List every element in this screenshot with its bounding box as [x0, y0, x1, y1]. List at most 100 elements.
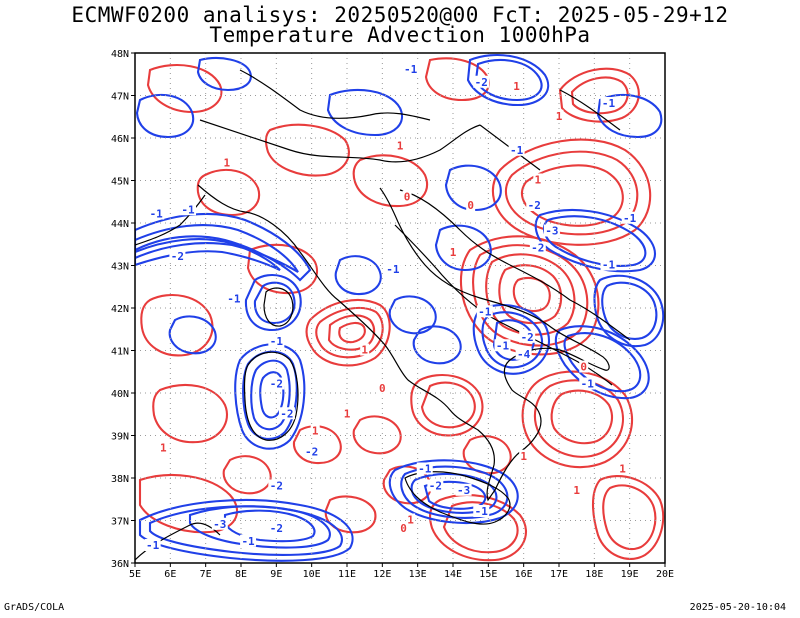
- contour-label: 1: [573, 484, 580, 497]
- contour-label: 1: [361, 344, 368, 357]
- contour-label-bg: [225, 292, 242, 305]
- contour-label: -2: [270, 378, 283, 391]
- contour-label-bg: [399, 522, 409, 534]
- y-tick-label: 39N: [111, 432, 129, 443]
- contour-label: 1: [312, 424, 319, 437]
- contour-label: 0: [467, 199, 474, 212]
- contour-label-bg: [169, 250, 186, 262]
- contour-label-bg: [572, 483, 582, 496]
- contour-label-bg: [519, 330, 536, 343]
- contour-label-bg: [529, 241, 546, 254]
- contour-label: 0: [580, 361, 587, 374]
- contour-label-bg: [512, 80, 522, 92]
- contour-label-bg: [377, 381, 387, 394]
- footer-software-label: GrADS/COLA: [4, 602, 65, 613]
- y-tick-label: 36N: [111, 559, 129, 570]
- x-tick-label: 9E: [270, 569, 282, 580]
- contour-label-bg: [519, 449, 529, 462]
- contour-label-bg: [384, 262, 401, 275]
- contour-label: 0: [379, 382, 386, 395]
- contour-label-bg: [476, 305, 493, 318]
- contour-label: -1: [475, 505, 489, 518]
- y-tick-label: 48N: [111, 49, 129, 60]
- contour-label-bg: [268, 335, 285, 347]
- y-tick-label: 42N: [111, 304, 129, 315]
- x-tick-label: 13E: [409, 569, 427, 580]
- contour-label: -3: [545, 225, 558, 238]
- contour-label-bg: [579, 360, 589, 373]
- x-tick-label: 20E: [656, 569, 674, 580]
- contour-label-bg: [303, 445, 320, 458]
- x-tick-label: 14E: [444, 569, 462, 580]
- contour-label: -1: [181, 203, 195, 216]
- contour-label-bg: [618, 462, 628, 475]
- contour-label-bg: [240, 534, 257, 547]
- x-tick-label: 8E: [235, 569, 247, 580]
- contour-label: -2: [171, 250, 184, 263]
- chart-subtitle: Temperature Advection 1000hPa: [209, 23, 591, 47]
- contour-label: -2: [280, 407, 293, 420]
- contour-label-bg: [466, 199, 476, 211]
- x-tick-label: 10E: [303, 569, 321, 580]
- contour-label-bg: [395, 139, 405, 152]
- contour-label-bg: [148, 207, 165, 220]
- corsica-coastline: [263, 287, 294, 327]
- contour-label-bg: [310, 424, 320, 437]
- x-tick-label: 17E: [550, 569, 568, 580]
- contour-label: -1: [386, 263, 400, 276]
- contour-label: -2: [429, 480, 442, 493]
- contour-label: -1: [418, 463, 432, 476]
- contour-label: -2: [305, 446, 318, 459]
- contour-label: -1: [581, 378, 595, 391]
- x-tick-label: 5E: [129, 569, 141, 580]
- french-coast: [135, 194, 206, 246]
- contour-label: 1: [407, 514, 414, 527]
- contour-label-bg: [473, 505, 490, 517]
- contour-label: -1: [270, 335, 284, 348]
- x-axis: 5E 6E 7E 8E 9E 10E 11E 12E 13E 14E 15E 16E 17E 18E 19E…: [129, 563, 674, 580]
- x-tick-label: 16E: [515, 569, 533, 580]
- contour-label-bg: [427, 479, 444, 492]
- y-tick-label: 38N: [111, 474, 129, 485]
- contour-label-bg: [402, 190, 412, 203]
- contour-label-bg: [268, 479, 285, 492]
- contour-label-bg: [515, 347, 532, 360]
- contour-label: -1: [404, 63, 418, 76]
- contour-label: -3: [213, 518, 226, 531]
- contour-label-bg: [448, 245, 458, 258]
- contour-label: -2: [521, 331, 534, 344]
- contour-label: -2: [531, 242, 544, 255]
- contour-label: 1: [513, 80, 520, 93]
- contour-label: 1: [160, 441, 167, 454]
- y-tick-label: 46N: [111, 134, 129, 145]
- adriatic-east-coast: [394, 224, 613, 386]
- x-tick-label: 19E: [621, 569, 639, 580]
- y-tick-label: 43N: [111, 262, 129, 273]
- x-tick-label: 7E: [200, 569, 212, 580]
- contour-label: -1: [602, 97, 616, 110]
- contour-label-bg: [621, 211, 638, 224]
- contour-label-bg: [268, 377, 285, 390]
- sardinia-coastline: [243, 351, 299, 441]
- contour-label: 1: [556, 110, 563, 123]
- contour-label: -2: [528, 199, 541, 212]
- contour-label-bg: [158, 441, 168, 454]
- contour-label: 1: [397, 140, 404, 153]
- chart-title: ECMWF0200 analisys: 20250520@00 FcT: 202…: [71, 3, 729, 27]
- contour-label: 1: [619, 463, 626, 476]
- y-tick-label: 41N: [111, 347, 129, 358]
- contour-label-bg: [455, 483, 472, 496]
- contour-label-bg: [494, 339, 511, 352]
- contour-label: -1: [478, 305, 492, 318]
- x-tick-label: 12E: [373, 569, 391, 580]
- contour-label: 1: [224, 157, 231, 170]
- sicily-coastline: [404, 471, 511, 525]
- contour-label-bg: [180, 203, 196, 216]
- contour-labels: -1 -1-2-1-1-2-2-2-3 -2-1-1-2 -3-1-1-2-1-4-1…: [144, 63, 638, 552]
- italy-coastline: [197, 184, 610, 502]
- contour-label: 1: [520, 450, 527, 463]
- contour-label: 0: [400, 522, 407, 535]
- advection-contours: [135, 54, 665, 562]
- contour-label-bg: [406, 513, 416, 526]
